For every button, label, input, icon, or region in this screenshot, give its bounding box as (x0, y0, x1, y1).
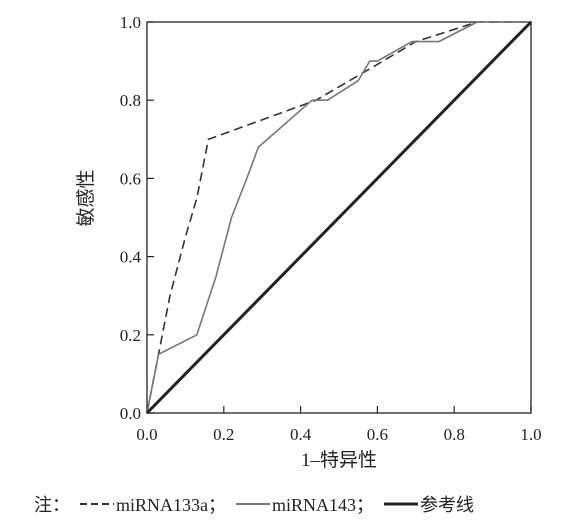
legend: 注： miRNA133a； miRNA143； 参考线 (34, 491, 474, 517)
x-tick-label: 0.4 (290, 425, 312, 444)
legend-swatch-solid (236, 499, 270, 509)
y-tick-label: 0.4 (120, 248, 142, 267)
x-tick-label: 0.2 (213, 425, 234, 444)
y-tick-label: 1.0 (120, 13, 141, 32)
legend-item-solid: miRNA143； (236, 491, 384, 517)
y-axis-title: 敏感性 (75, 169, 97, 226)
legend-swatch-thick (384, 499, 419, 509)
axis-ticks: 0.0 0.2 0.4 0.6 0.8 1.0 0.0 0.2 0.4 0.6 0.8 1.0 (120, 13, 542, 444)
series-line-reference (145, 20, 533, 415)
legend-label-reference: 参考线 (420, 495, 475, 515)
series-lines (145, 20, 533, 415)
y-tick-label: 0.6 (120, 169, 141, 188)
legend-item-thick: 参考线 (384, 491, 474, 517)
legend-label-miRNA143: miRNA143； (272, 495, 375, 515)
series-line-miRNA143 (146, 21, 531, 414)
x-tick-label: 1.0 (520, 425, 541, 444)
legend-prefix: 注： (34, 495, 70, 515)
y-tick-label: 0.2 (120, 326, 141, 345)
legend-swatch-dash (80, 499, 114, 509)
series-line-miRNA133a (146, 21, 531, 414)
plot-frame (146, 21, 532, 414)
x-axis-title: 1–特异性 (301, 449, 377, 471)
x-tick-label: 0.8 (444, 425, 465, 444)
legend-label-miRNA133a: miRNA133a； (116, 495, 226, 515)
legend-item-dash: miRNA133a； (80, 491, 236, 517)
x-tick-label: 0.0 (136, 425, 157, 444)
y-tick-label: 0.0 (120, 404, 141, 423)
x-tick-label: 0.6 (367, 425, 388, 444)
y-tick-label: 0.8 (120, 91, 141, 110)
